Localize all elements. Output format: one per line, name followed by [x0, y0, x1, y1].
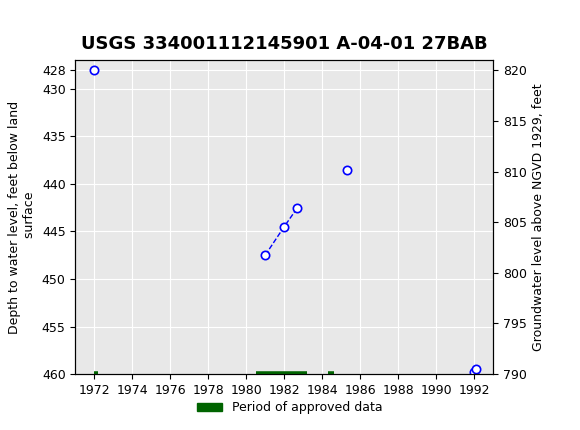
Title: USGS 334001112145901 A-04-01 27BAB: USGS 334001112145901 A-04-01 27BAB — [81, 35, 488, 53]
Bar — [3, 3, 41, 31]
Y-axis label: Groundwater level above NGVD 1929, feet: Groundwater level above NGVD 1929, feet — [532, 83, 545, 351]
Y-axis label: Depth to water level, feet below land
 surface: Depth to water level, feet below land su… — [8, 101, 36, 334]
Legend: Period of approved data: Period of approved data — [192, 396, 388, 419]
Text: USGS: USGS — [12, 8, 59, 27]
